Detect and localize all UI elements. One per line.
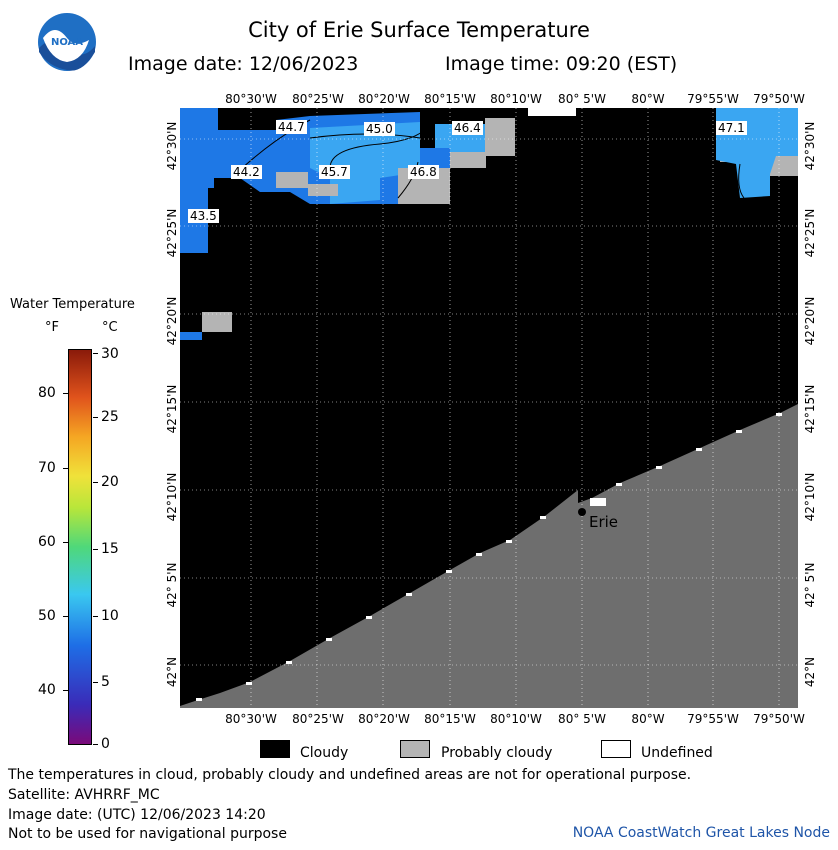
- lon-label-top: 80°W: [631, 92, 665, 106]
- undefined-area: [528, 108, 576, 116]
- lon-label-top: 80°25'W: [292, 92, 344, 106]
- unit-celsius: °C: [102, 320, 118, 335]
- footer-credit: NOAA CoastWatch Great Lakes Node: [572, 825, 830, 841]
- lon-label-top: 80°15'W: [424, 92, 476, 106]
- temperature-label: 46.8: [408, 165, 439, 179]
- c-tick: 15: [101, 541, 119, 557]
- graticule: [180, 108, 798, 708]
- lon-label-bottom: 79°55'W: [687, 712, 739, 726]
- land-area: [180, 404, 798, 708]
- page-title: City of Erie Surface Temperature: [248, 18, 590, 42]
- lat-label-left: 42°25'N: [165, 208, 179, 258]
- lon-label-top: 79°50'W: [753, 92, 805, 106]
- lat-label-left: 42°30'N: [165, 121, 179, 171]
- footer-navigation-warning: Not to be used for navigational purpose: [8, 826, 287, 842]
- lon-label-bottom: 80°W: [631, 712, 665, 726]
- temperature-label: 45.0: [364, 122, 395, 136]
- c-tick: 25: [101, 409, 119, 425]
- c-tick: 30: [101, 346, 119, 362]
- legend-swatch-undefined: [601, 740, 631, 758]
- lon-label-bottom: 80°20'W: [358, 712, 410, 726]
- lat-label-left: 42°20'N: [165, 296, 179, 346]
- lon-label-bottom: 80°25'W: [292, 712, 344, 726]
- lat-label-right: 42° 5'N: [803, 562, 817, 608]
- map-panel[interactable]: [180, 108, 798, 708]
- lat-label-left: 42°N: [165, 656, 179, 688]
- legend-label-undefined: Undefined: [641, 745, 713, 761]
- footer-image-date: Image date: (UTC) 12/06/2023 14:20: [8, 807, 266, 823]
- city-label: Erie: [589, 513, 619, 531]
- lat-label-left: 42° 5'N: [165, 562, 179, 608]
- f-tick: 80: [38, 385, 56, 401]
- temperature-label: 43.5: [188, 209, 219, 223]
- lon-label-bottom: 79°50'W: [753, 712, 805, 726]
- lat-label-left: 42°15'N: [165, 384, 179, 434]
- noaa-logo: NOAA: [37, 12, 97, 72]
- lat-label-right: 42°N: [803, 656, 817, 688]
- temperature-label: 44.7: [276, 120, 307, 134]
- temperature-label: 46.4: [452, 121, 483, 135]
- lat-label-left: 42°10'N: [165, 472, 179, 522]
- f-tick: 50: [38, 608, 56, 624]
- lon-label-top: 80° 5'W: [558, 92, 606, 106]
- c-tick: 10: [101, 608, 119, 624]
- f-tick: 40: [38, 682, 56, 698]
- image-time: Image time: 09:20 (EST): [445, 53, 678, 75]
- footer-satellite: Satellite: AVHRRF_MC: [8, 787, 160, 803]
- f-tick: 70: [38, 460, 56, 476]
- lon-label-top: 80°10'W: [490, 92, 542, 106]
- f-tick: 60: [38, 534, 56, 550]
- lon-label-bottom: 80°30'W: [225, 712, 277, 726]
- temperature-label: 47.1: [716, 121, 747, 135]
- legend-swatch-probably-cloudy: [400, 740, 430, 758]
- footer-disclaimer: The temperatures in cloud, probably clou…: [8, 767, 692, 783]
- water-area: [180, 332, 202, 340]
- c-tick: 20: [101, 474, 119, 490]
- lat-label-right: 42°15'N: [803, 384, 817, 434]
- c-tick: 0: [101, 736, 110, 752]
- lat-label-right: 42°25'N: [803, 208, 817, 258]
- lat-label-right: 42°10'N: [803, 472, 817, 522]
- shoreline-undefined: [196, 413, 782, 701]
- map-canvas: [180, 108, 798, 708]
- temperature-label: 45.7: [319, 165, 350, 179]
- temperature-label: 44.2: [231, 165, 262, 179]
- legend-label-probably-cloudy: Probably cloudy: [441, 745, 553, 761]
- lon-label-top: 80°20'W: [358, 92, 410, 106]
- legend-swatch-cloudy: [260, 740, 290, 758]
- unit-fahrenheit: °F: [45, 320, 59, 335]
- lon-label-bottom: 80°15'W: [424, 712, 476, 726]
- image-date: Image date: 12/06/2023: [128, 53, 359, 75]
- lon-label-top: 79°55'W: [687, 92, 739, 106]
- c-tick: 5: [101, 674, 110, 690]
- city-marker: [578, 508, 586, 516]
- lon-label-bottom: 80° 5'W: [558, 712, 606, 726]
- lat-label-right: 42°30'N: [803, 121, 817, 171]
- lon-label-bottom: 80°10'W: [490, 712, 542, 726]
- lon-label-top: 80°30'W: [225, 92, 277, 106]
- logo-text: NOAA: [51, 37, 83, 48]
- legend-title: Water Temperature: [10, 297, 135, 312]
- temperature-colorbar: [68, 349, 92, 745]
- lat-label-right: 42°20'N: [803, 296, 817, 346]
- legend-label-cloudy: Cloudy: [300, 745, 349, 761]
